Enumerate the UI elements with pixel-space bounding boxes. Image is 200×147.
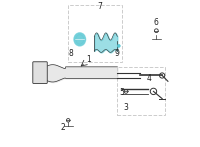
Text: 8: 8 (69, 49, 73, 58)
Ellipse shape (75, 34, 84, 44)
Text: 9: 9 (115, 49, 120, 58)
Ellipse shape (74, 33, 86, 46)
Text: 4: 4 (147, 74, 152, 83)
Circle shape (117, 44, 120, 47)
Text: 1: 1 (86, 55, 91, 64)
FancyBboxPatch shape (33, 62, 47, 83)
Text: 3: 3 (124, 103, 128, 112)
Text: 6: 6 (154, 17, 159, 26)
Text: 2: 2 (60, 123, 65, 132)
Text: 7: 7 (98, 2, 102, 11)
Text: 5: 5 (119, 88, 124, 97)
